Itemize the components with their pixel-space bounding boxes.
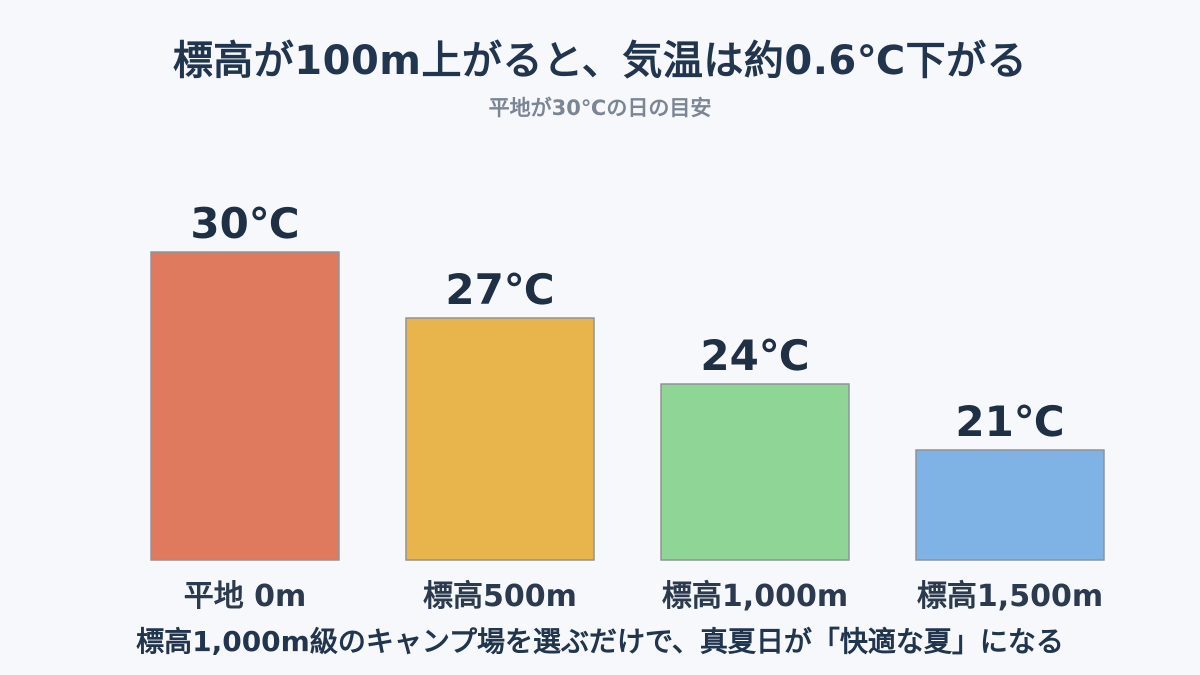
footer-note: 標高1,000m級のキャンプ場を選ぶだけで、真夏日が「快適な夏」になる — [136, 625, 1064, 658]
bar-0 — [150, 251, 340, 561]
value-label-group: 30℃ 27℃ 24℃ 21℃ — [190, 199, 1064, 446]
category-label-1: 標高500m — [423, 579, 577, 614]
value-label-0: 30℃ — [190, 199, 299, 248]
category-label-group: 平地 0m 標高500m 標高1,000m 標高1,500m — [184, 579, 1103, 614]
chart-title: 標高が100m上がると、気温は約0.6℃下がる — [172, 38, 1028, 84]
category-label-0: 平地 0m — [184, 579, 307, 614]
bar-2 — [660, 383, 850, 561]
value-label-1: 27℃ — [445, 265, 554, 314]
value-label-3: 21℃ — [955, 397, 1064, 446]
bar-group — [150, 251, 1105, 561]
category-label-2: 標高1,000m — [662, 579, 848, 614]
chart-subtitle: 平地が30℃の日の目安 — [488, 96, 712, 120]
bar-3 — [915, 449, 1105, 561]
value-label-2: 24℃ — [700, 331, 809, 380]
category-label-3: 標高1,500m — [917, 579, 1103, 614]
bar-1 — [405, 317, 595, 561]
